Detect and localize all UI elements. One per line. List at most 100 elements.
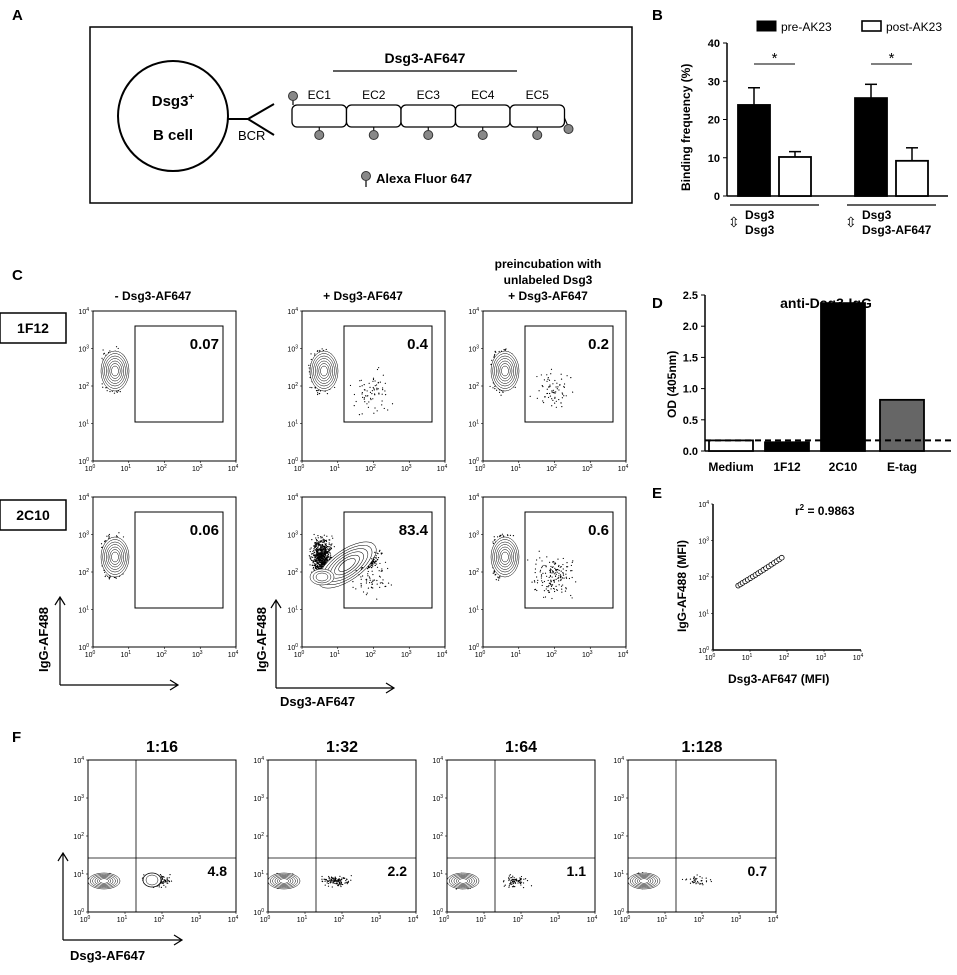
event-dot [316,556,319,558]
event-dot [317,566,319,568]
col-title-2: + Dsg3-AF647 [323,289,403,303]
event-dot [327,546,329,548]
event-dot [375,555,377,557]
event-dot [382,582,384,585]
event-dot [317,558,319,561]
event-dot [101,383,103,385]
event-dot [323,561,325,563]
b-ytick-label: 40 [708,38,720,50]
event-dot [316,567,318,569]
event-dot [106,390,108,392]
contour-line [100,350,130,392]
event-dot [366,567,369,570]
event-dot [491,359,493,361]
event-dot [369,582,371,584]
event-dot [555,386,557,388]
event-dot [323,562,325,564]
event-dot [547,378,549,380]
event-dot [309,386,311,389]
event-dot [321,552,323,555]
event-dot [384,382,386,384]
event-dot [358,574,360,576]
event-dot [318,565,320,567]
event-dot [390,584,392,586]
event-dot [313,548,315,550]
event-dot [322,539,324,541]
event-dot [320,547,322,549]
event-dot [565,395,567,397]
event-dot [313,556,315,558]
event-dot [330,543,332,546]
event-dot [544,396,546,398]
event-dot [561,392,563,394]
event-dot [570,377,572,379]
event-dot [381,404,383,406]
event-dot [321,554,323,556]
event-dot [381,387,384,389]
contour-line [109,363,121,379]
contour-line [111,365,119,377]
domain-label-ec4: EC4 [471,88,495,102]
event-dot [320,540,323,542]
event-dot [369,579,371,581]
c-ytick-label: 102 [78,382,89,391]
event-dot [329,554,332,556]
event-dot [368,576,370,578]
b-ytick-label: 30 [708,76,720,88]
event-dot [309,557,311,559]
event-dot [547,396,550,399]
event-dot [314,353,316,355]
contour-line [309,568,335,586]
event-dot [497,576,499,578]
c-gate-value: 83.4 [399,522,429,539]
event-dot [314,564,317,566]
event-dot [377,388,379,390]
event-dot [504,349,506,351]
event-dot [374,385,376,387]
event-dot [312,550,314,553]
event-dot [311,553,313,555]
event-dot [359,385,361,388]
event-dot [377,553,379,555]
dye-terminal [563,124,574,134]
event-dot [374,560,376,563]
event-dot [332,537,334,539]
event-dot [373,560,375,563]
event-dot [368,382,370,384]
event-dot [316,551,318,553]
event-dot [119,391,121,393]
event-dot [381,400,383,402]
event-dot [364,395,367,397]
event-dot [361,385,363,387]
event-dot [320,546,322,548]
panel-a-schematic: Dsg3+ B cell BCR Dsg3-AF647 EC1 EC2 EC3 EC4… [89,26,633,204]
event-dot [108,535,110,537]
c-ytick-label: 104 [78,307,89,316]
event-dot [549,392,551,395]
event-dot [353,393,356,396]
event-dot [317,389,319,391]
event-dot [376,389,378,391]
event-dot [563,383,566,385]
event-dot [318,553,320,556]
c-ytick-label: 101 [287,606,298,615]
event-dot [377,382,379,384]
c-xtick-label: 103 [192,650,203,659]
domain-label-ec3: EC3 [417,88,441,102]
event-dot [536,397,538,399]
event-dot [311,387,313,389]
col-title-3b: unlabeled Dsg3 [504,273,593,287]
event-dot [311,556,314,558]
event-dot [494,350,496,352]
event-dot [314,559,317,562]
event-dot [366,578,368,580]
event-dot [316,540,318,542]
event-dot [556,388,558,390]
event-dot [333,546,335,548]
event-dot [318,542,320,545]
event-dot [116,390,118,393]
c-xtick-label: 102 [156,464,167,473]
event-dot [315,552,318,554]
